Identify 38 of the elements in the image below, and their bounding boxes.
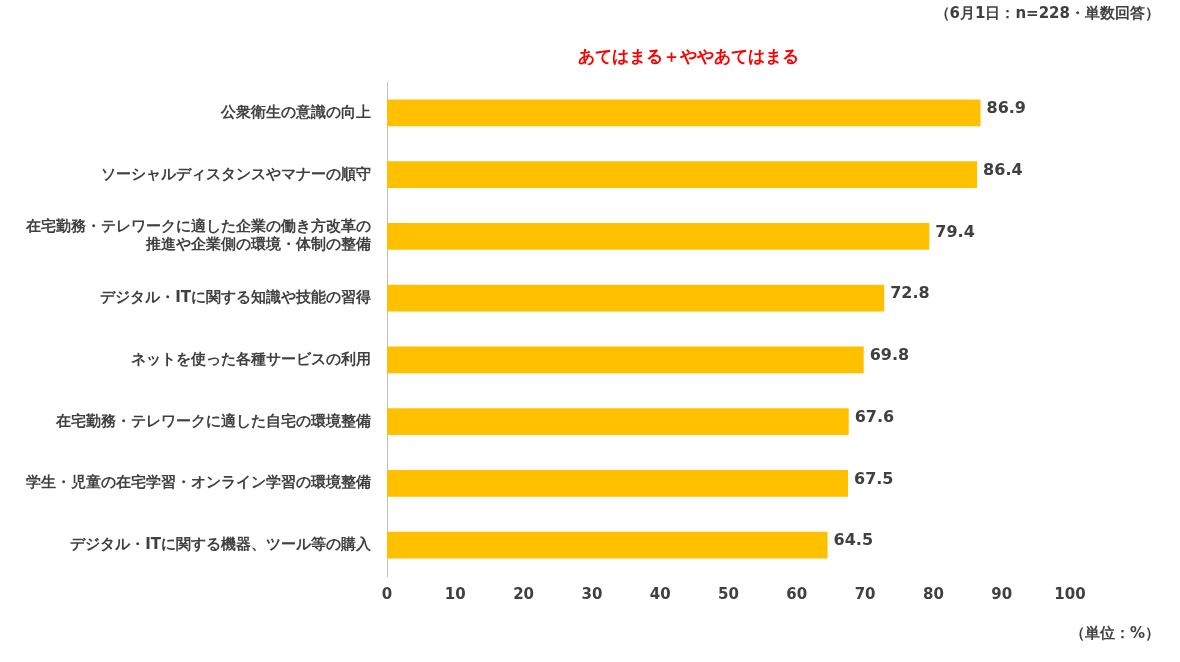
y-tick-label: 公衆衛生の意識の向上 bbox=[220, 102, 371, 121]
y-tick-label: ソーシャルディスタンスやマナーの順守 bbox=[101, 164, 371, 183]
chart-title: あてはまる＋ややあてはまる bbox=[578, 46, 799, 67]
data-label: 69.8 bbox=[869, 345, 910, 365]
x-tick-label: 50 bbox=[718, 584, 739, 603]
y-tick-label: 学生・児童の在宅学習・オンライン学習の環境整備 bbox=[26, 473, 371, 492]
x-tick-label: 60 bbox=[786, 584, 808, 603]
x-tick-label: 0 bbox=[381, 584, 393, 603]
bar bbox=[387, 408, 849, 435]
data-label: 67.5 bbox=[854, 468, 894, 488]
data-label: 64.5 bbox=[833, 530, 874, 550]
y-tick-label: 在宅勤務・テレワークに適した企業の働き方改革の推進や企業側の環境・体制の整備 bbox=[25, 217, 371, 254]
chart-subtitle: （6月1日：n=228・単数回答） bbox=[934, 3, 1160, 22]
x-tick-label: 100 bbox=[1054, 584, 1086, 603]
y-tick-label: 在宅勤務・テレワークに適した自宅の環境整備 bbox=[55, 411, 371, 430]
x-tick-label: 90 bbox=[991, 584, 1013, 603]
y-tick-label: デジタル・ITに関する機器、ツール等の購入 bbox=[70, 535, 372, 554]
bar bbox=[387, 223, 930, 250]
x-tick-label: 20 bbox=[513, 584, 535, 603]
bar bbox=[387, 531, 828, 559]
data-label: 86.9 bbox=[986, 98, 1027, 118]
bar bbox=[387, 470, 849, 497]
x-tick-label: 40 bbox=[649, 584, 671, 603]
y-tick-label: デジタル・ITに関する知識や技能の習得 bbox=[100, 288, 371, 307]
y-tick-label: ネットを使った各種サービスの利用 bbox=[131, 349, 371, 368]
data-label: 79.4 bbox=[935, 221, 975, 241]
bar bbox=[387, 346, 864, 374]
data-label: 67.6 bbox=[854, 406, 895, 426]
x-tick-label: 30 bbox=[581, 584, 603, 603]
bar bbox=[387, 161, 978, 188]
data-label: 86.4 bbox=[983, 159, 1023, 179]
x-tick-label: 80 bbox=[922, 584, 944, 603]
x-tick-label: 70 bbox=[854, 584, 876, 603]
data-label: 72.8 bbox=[890, 283, 930, 303]
x-tick-label: 10 bbox=[444, 584, 466, 603]
x-axis-title: （単位：%） bbox=[1069, 623, 1160, 642]
bar bbox=[387, 284, 885, 312]
bar bbox=[387, 99, 981, 127]
